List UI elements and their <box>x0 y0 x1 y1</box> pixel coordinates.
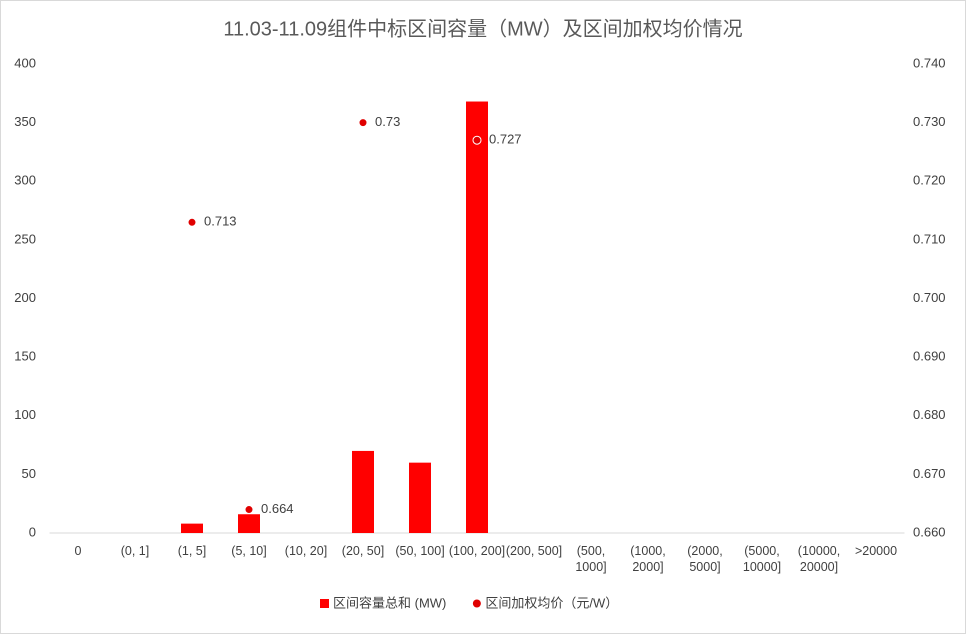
x-tick-label: (10000, 20000] <box>797 544 841 574</box>
x-tick-label: 0 <box>74 544 82 558</box>
x-tick-label: (0, 1] <box>120 544 150 558</box>
x-tick-label: (50, 100] <box>395 544 445 558</box>
x-tick-label: (1, 5] <box>177 544 207 558</box>
x-tick-label: (2000, 5000] <box>687 544 723 574</box>
bar <box>409 462 431 533</box>
bar <box>352 450 374 533</box>
x-tick-label: (100, 200] <box>448 544 506 558</box>
y2-tick-label: 0.660 <box>913 524 946 539</box>
y-tick-label: 250 <box>14 231 36 246</box>
data-label: 0.727 <box>489 132 522 147</box>
y-tick-label: 50 <box>22 466 36 481</box>
y2-tick-label: 0.690 <box>913 349 946 364</box>
x-tick-label: (500, 1000] <box>575 544 607 574</box>
point <box>187 217 197 227</box>
y2-tick-label: 0.680 <box>913 407 946 422</box>
y2-tick-label: 0.740 <box>913 55 946 70</box>
legend-label: 区间容量总和 (MW) <box>333 595 446 610</box>
y2-tick-label: 0.710 <box>913 231 946 246</box>
point <box>358 118 368 128</box>
point <box>244 505 254 515</box>
bar <box>181 523 203 533</box>
y-tick-label: 150 <box>14 349 36 364</box>
y-tick-label: 300 <box>14 173 36 188</box>
y-tick-label: 350 <box>14 114 36 129</box>
y-tick-label: 0 <box>29 524 36 539</box>
data-label: 0.73 <box>375 114 400 129</box>
data-label: 0.713 <box>204 214 237 229</box>
legend-label: 区间加权均价（元/W） <box>485 595 618 610</box>
bar <box>466 101 488 534</box>
bar <box>238 514 260 533</box>
x-tick-label: (1000, 2000] <box>630 544 666 574</box>
y-tick-label: 200 <box>14 290 36 305</box>
y2-tick-label: 0.730 <box>913 114 946 129</box>
x-tick-label: (200, 500] <box>505 544 563 558</box>
y-tick-label: 400 <box>14 55 36 70</box>
x-tick-label: (5, 10] <box>231 544 267 558</box>
legend-swatch <box>320 599 329 608</box>
x-tick-label: (5000, 10000] <box>742 544 782 574</box>
y2-tick-label: 0.700 <box>913 290 946 305</box>
x-tick-label: (20, 50] <box>341 544 385 558</box>
point <box>472 135 482 145</box>
y-tick-label: 100 <box>14 407 36 422</box>
data-label: 0.664 <box>261 501 294 516</box>
y2-tick-label: 0.720 <box>913 173 946 188</box>
legend-swatch <box>472 599 481 608</box>
x-tick-label: (10, 20] <box>284 544 328 558</box>
y2-tick-label: 0.670 <box>913 466 946 481</box>
chart-title: 11.03-11.09组件中标区间容量（MW）及区间加权均价情况 <box>223 17 742 40</box>
x-tick-label: >20000 <box>854 544 898 558</box>
